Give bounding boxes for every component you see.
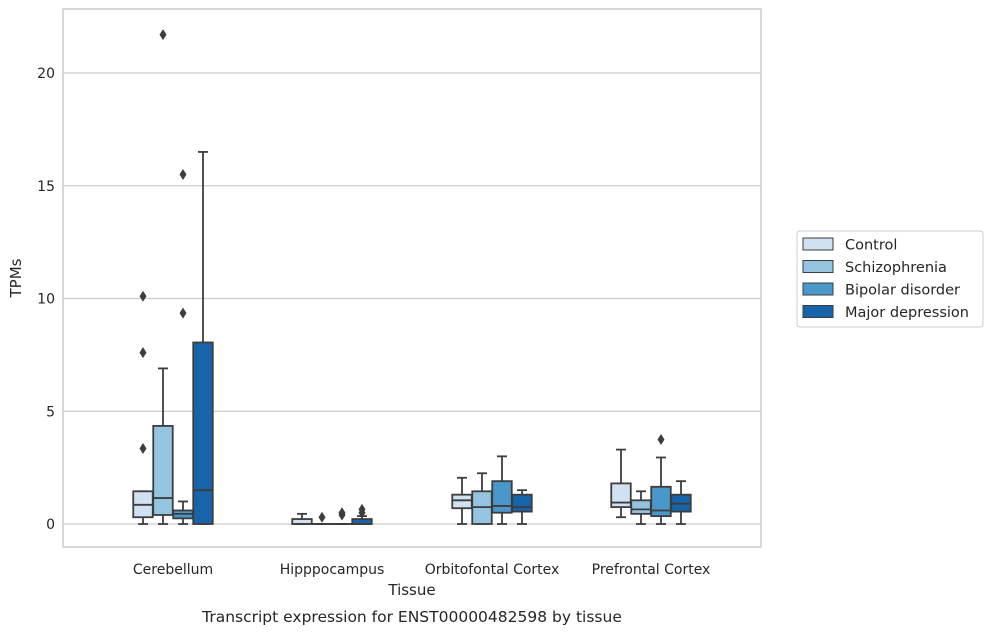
- box-group: [172, 168, 194, 525]
- outlier-point: [179, 168, 187, 180]
- legend-swatch: [802, 237, 834, 251]
- x-tick-label: Orbitofontal Cortex: [425, 562, 560, 578]
- box-body: [511, 493, 533, 513]
- y-tick-label: 20: [37, 66, 55, 82]
- outlier-point: [657, 433, 665, 445]
- plot-area-background: [63, 9, 761, 547]
- outlier-point: [318, 511, 326, 523]
- plot-frame: [62, 8, 762, 548]
- x-tick-label: Prefrontal Cortex: [592, 562, 711, 578]
- box-group: [192, 151, 214, 525]
- legend-swatch: [802, 305, 834, 318]
- legend-label: Schizophrenia: [845, 260, 947, 276]
- x-tick-labels: Cerebellum Hipppocampus Orbitofontal Corte…: [133, 562, 710, 578]
- y-tick-labels: 0 5 10 15 20: [37, 66, 55, 533]
- box-group: [670, 480, 692, 525]
- box-group: [351, 503, 373, 525]
- legend-label: Bipolar disorder: [845, 283, 960, 299]
- y-tick-label: 15: [37, 179, 55, 195]
- boxes: [132, 29, 692, 525]
- legend-frame: [796, 230, 984, 328]
- box-body: [650, 485, 672, 518]
- box-group: [291, 512, 313, 525]
- legend-label: Control: [845, 238, 897, 254]
- outlier-point: [139, 442, 147, 454]
- outlier-point: [139, 347, 147, 359]
- legend-label: Major depression: [845, 305, 969, 321]
- box-body: [451, 493, 473, 510]
- box-group: [152, 29, 174, 525]
- box-body: [192, 341, 214, 525]
- legend-swatch: [802, 260, 834, 273]
- outlier-point: [338, 507, 346, 519]
- y-axis-label: TPMs: [7, 258, 25, 298]
- box-body: [491, 480, 513, 514]
- box-group: [511, 489, 533, 525]
- y-tick-label: 5: [46, 404, 55, 420]
- x-tick-label: Cerebellum: [133, 562, 213, 578]
- outlier-point: [179, 307, 187, 319]
- box-body: [610, 482, 632, 508]
- x-tick-label: Hipppocampus: [280, 562, 385, 578]
- x-axis-label: Tissue: [387, 581, 435, 599]
- box-group: [451, 476, 473, 525]
- box-group: [132, 290, 154, 525]
- outlier-point: [159, 29, 167, 41]
- y-tick-label: 10: [37, 292, 55, 308]
- box-group: [610, 448, 632, 519]
- outlier-point: [139, 290, 147, 302]
- outlier-point: [358, 503, 366, 515]
- legend-swatch: [802, 282, 834, 296]
- box-body: [152, 425, 174, 516]
- box-body: [630, 499, 652, 515]
- box-group: [650, 433, 672, 525]
- box-group: [491, 455, 513, 525]
- chart-caption: Transcript expression for ENST0000048259…: [201, 608, 622, 626]
- legend: Control Schizophrenia Bipolar disorder Majo…: [796, 230, 984, 328]
- y-tick-label: 0: [46, 517, 55, 533]
